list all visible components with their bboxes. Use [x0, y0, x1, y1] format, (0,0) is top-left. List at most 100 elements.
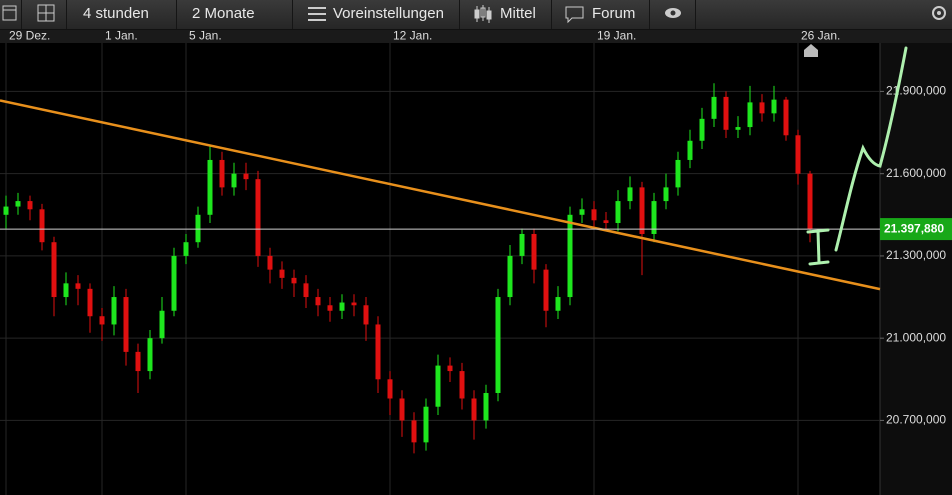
candle-body: [291, 277, 297, 284]
candle-body: [699, 118, 705, 141]
presets-icon: [308, 7, 326, 21]
candle-body: [663, 187, 669, 202]
candle-body: [435, 365, 441, 407]
candle-body: [471, 398, 477, 421]
candle-body: [411, 420, 417, 443]
range-button[interactable]: 2 Monate: [177, 0, 293, 29]
candle-body: [387, 379, 393, 399]
candle-body: [195, 214, 201, 243]
candle-body: [135, 351, 141, 372]
candle-body: [303, 283, 309, 298]
candle-body: [519, 233, 525, 256]
marker-icon: [804, 44, 818, 57]
y-tick-label: 21.600,000: [886, 166, 946, 180]
candle-body: [147, 338, 153, 372]
candle-body: [171, 255, 177, 311]
x-tick-label: 19 Jan.: [597, 29, 636, 43]
candle-body: [27, 201, 33, 210]
candle-body: [579, 209, 585, 215]
candle-icon: [474, 5, 492, 23]
chat-icon: [565, 6, 584, 24]
candle-body: [627, 187, 633, 202]
candle-body: [555, 297, 561, 311]
candle-body: [87, 288, 93, 317]
candle-body: [351, 302, 357, 306]
x-tick-label: 5 Jan.: [189, 29, 222, 43]
candle-body: [399, 398, 405, 421]
candle-body: [363, 305, 369, 325]
candle-body: [339, 302, 345, 311]
y-tick-label: 21.900,000: [886, 84, 946, 98]
candle-body: [567, 214, 573, 298]
candle-body: [423, 406, 429, 443]
candle-body: [483, 393, 489, 421]
candle-body: [735, 127, 741, 130]
candle-body: [771, 99, 777, 114]
last-price-box: [880, 218, 952, 241]
x-tick-label: 29 Dez.: [9, 29, 50, 43]
presets-label: Voreinstellungen: [333, 5, 444, 22]
style-button[interactable]: Mittel: [460, 0, 552, 29]
candle-body: [183, 242, 189, 256]
menu-button[interactable]: [0, 0, 22, 29]
candle-body: [279, 269, 285, 278]
candle-body: [255, 179, 261, 256]
presets-button[interactable]: Voreinstellungen: [293, 0, 460, 29]
candle-body: [111, 297, 117, 325]
candle-body: [207, 159, 213, 215]
candle-body: [759, 102, 765, 114]
x-tick-label: 1 Jan.: [105, 29, 138, 43]
toolbar: 4 stunden 2 Monate Voreinstellungen Mitt…: [0, 0, 952, 30]
x-tick-label: 12 Jan.: [393, 29, 432, 43]
date-strip: [0, 30, 952, 43]
candle-body: [3, 206, 9, 215]
candle-body: [375, 324, 381, 380]
candle-body: [495, 297, 501, 394]
y-tick-label: 21.300,000: [886, 248, 946, 262]
candle-body: [711, 96, 717, 119]
eye-button[interactable]: [650, 0, 696, 29]
candle-body: [99, 316, 105, 325]
candle-body: [243, 173, 249, 180]
style-label: Mittel: [500, 5, 536, 22]
y-tick-label: 20.700,000: [886, 413, 946, 427]
candle-body: [219, 159, 225, 188]
interval-button[interactable]: 4 stunden: [67, 0, 177, 29]
last-price-label: 21.397,880: [884, 221, 944, 235]
candle-body: [51, 242, 57, 298]
candle-body: [159, 310, 165, 339]
candle-body: [591, 209, 597, 221]
x-tick-label: 26 Jan.: [801, 29, 840, 43]
candle-body: [75, 283, 81, 289]
settings-icon[interactable]: [928, 2, 950, 24]
candle-body: [615, 201, 621, 224]
candle-body: [807, 173, 813, 230]
candle-body: [315, 297, 321, 306]
candle-body: [687, 140, 693, 160]
candle-body: [531, 233, 537, 270]
forum-button[interactable]: Forum: [552, 0, 650, 29]
candle-body: [675, 159, 681, 188]
candle-body: [459, 371, 465, 399]
candle-body: [39, 209, 45, 243]
candle-body: [327, 305, 333, 311]
candle-body: [447, 365, 453, 372]
price-axis: [880, 43, 952, 495]
candle-body: [783, 99, 789, 136]
candle-body: [63, 283, 69, 298]
candle-body: [507, 255, 513, 298]
candle-body: [639, 187, 645, 234]
hand-drawing: [806, 46, 908, 266]
candle-body: [651, 201, 657, 234]
candle-body: [15, 201, 21, 207]
candle-body: [267, 255, 273, 270]
y-tick-label: 21.000,000: [886, 330, 946, 344]
layout-button[interactable]: [22, 0, 67, 29]
trendline: [0, 99, 881, 291]
candle-body: [123, 297, 129, 352]
forum-label: Forum: [592, 5, 636, 22]
candle-body: [603, 220, 609, 224]
candle-body: [723, 96, 729, 130]
